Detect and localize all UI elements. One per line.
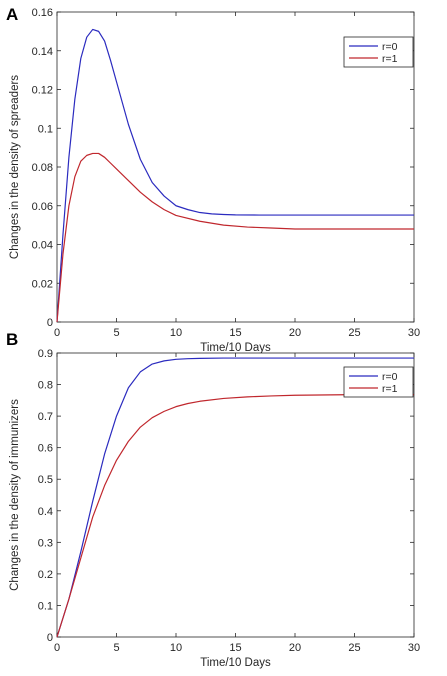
chart-a: 0 5 10 15 20 25 30 0 0.02 0.04 0.06 0.08 0.1 0.12 0.14… [9,7,420,354]
series-line-r-0 [56,28,414,323]
y-tick-label: 0.7 [38,411,53,423]
legend-box [343,366,414,398]
y-tick-label: 0.12 [32,85,53,97]
y-axis-label: Changes in the density of immunizers [9,399,21,591]
x-tick-label: 0 [54,327,60,339]
y-tick-label: 0 [47,317,53,329]
series-line-r-0 [56,357,414,638]
legend-label: r=1 [382,383,398,395]
y-tick-label: 0.06 [32,201,53,213]
series-line-r-1 [56,152,414,323]
panel-letter-b: B [6,330,18,349]
legend-label: r=0 [382,371,398,383]
legend-box [343,36,414,68]
panel-letter-a: A [6,5,18,24]
x-tick-label: 20 [289,642,301,654]
y-tick-label: 0.8 [38,380,53,392]
x-tick-label: 20 [289,327,301,339]
x-tick-label: 0 [54,642,60,654]
legend-label: r=0 [382,41,398,53]
y-tick-label: 0 [47,632,53,644]
x-tick-label: 30 [408,642,420,654]
y-tick-label: 0.14 [32,46,53,58]
y-tick-label: 0.5 [38,474,53,486]
x-tick-label: 10 [170,327,182,339]
x-tick-label: 5 [113,642,119,654]
x-tick-label: 5 [113,327,119,339]
chart-b: 0 5 10 15 20 25 30 0 0.1 0.2 0.3 0.4 0.5 0.6 0.7 0.8 0.9… [9,348,420,669]
y-tick-label: 0.4 [38,506,53,518]
x-tick-label: 10 [170,642,182,654]
y-tick-label: 0.16 [32,7,53,19]
y-tick-label: 0.1 [38,600,53,612]
x-tick-label: 25 [348,327,360,339]
y-tick-label: 0.04 [32,240,53,252]
y-axis-label: Changes in the density of spreaders [9,75,21,259]
x-tick-label: 15 [229,642,241,654]
y-tick-label: 0.6 [38,443,53,455]
x-tick-label: 25 [348,642,360,654]
y-tick-label: 0.08 [32,162,53,174]
x-tick-label: 15 [229,327,241,339]
y-tick-label: 0.2 [38,569,53,581]
y-tick-label: 0.1 [38,123,53,135]
x-tick-label: 30 [408,327,420,339]
plot-area [56,352,415,638]
series-line-r-1 [56,394,414,638]
y-tick-label: 0.02 [32,278,53,290]
x-axis-label: Time/10 Days [200,657,271,669]
legend-label: r=1 [382,53,398,65]
x-axis-label: Time/10 Days [200,342,271,354]
y-tick-label: 0.9 [38,348,53,360]
y-tick-label: 0.3 [38,537,53,549]
